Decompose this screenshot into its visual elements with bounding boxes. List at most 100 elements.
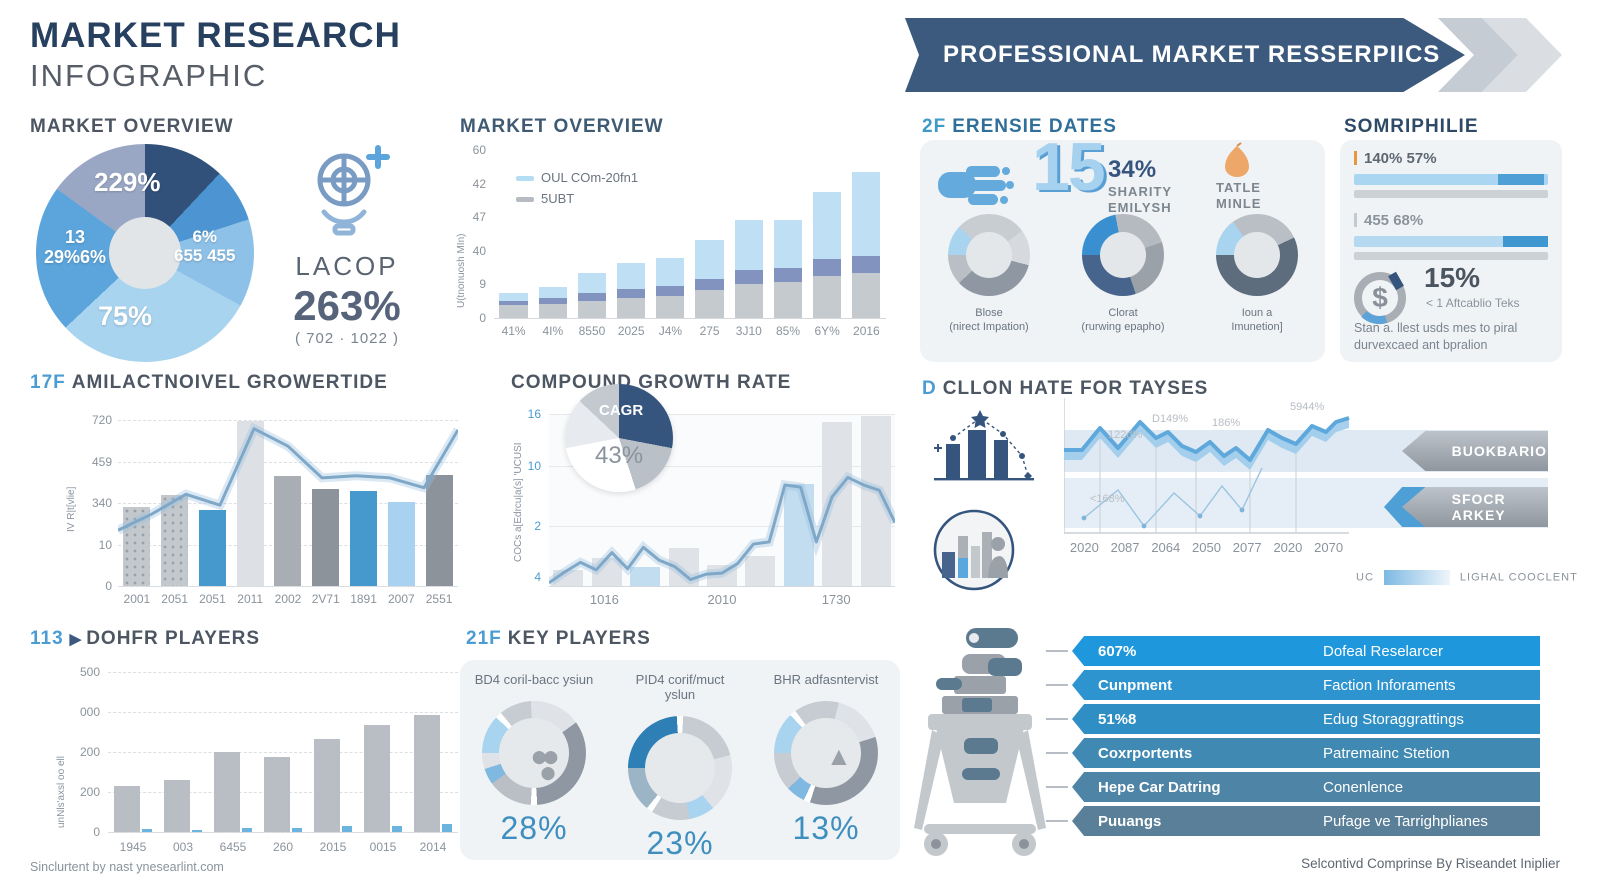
gauge-label: PID4 corif/muct yslun [635,672,725,702]
y-tick: 0 [93,825,100,839]
bar-segment [577,273,607,293]
donut-chart [1082,214,1164,296]
cart-row: Hepe Car Datring Conenlence [1072,772,1540,802]
ferensie-panel: 15 34% SHARITY EMILYSH TATLE MINLE Blose (n… [920,129,1325,362]
cagr-value: 43% [595,442,644,469]
bar-segment [499,305,528,318]
x-tick: 2016 [853,324,880,338]
bar-segment [812,276,842,318]
x-tick: 6Y% [814,324,840,338]
x-tick: 2051 [199,592,226,606]
bar [142,829,152,832]
cart-row-right: Dofeal Reselarcer [1323,642,1444,660]
gridline [108,752,458,753]
bar-group [364,724,402,832]
bar [783,483,814,586]
x-tick: 2002 [274,592,302,606]
bar [236,421,264,586]
bar-group [264,756,302,832]
x-tick: 003 [172,840,194,854]
som-stat-1-label: 140% 57% [1364,150,1437,167]
bar-segment [734,284,763,318]
stacked-bar [533,150,572,318]
x-tick: 2014 [419,840,447,854]
som-progress-2-shadow [1354,252,1548,260]
gray-tick-icon [1354,213,1357,227]
page-title: MARKET RESEARCH [30,16,401,55]
bar [414,715,440,832]
bar-segment [538,287,567,299]
compound-title: COMPOUND GROWTH RATE [511,372,792,393]
bar [442,823,452,832]
growertide-number: 17F [30,372,66,393]
cart-row-left: Cunpment [1098,676,1173,694]
y-tick: 720 [91,413,112,427]
x-tick: 2011 [237,592,264,606]
bar [630,566,661,586]
cagr-label: CAGR [599,402,644,419]
bar [342,825,352,832]
donut-chart [774,701,878,805]
gauge-value: 28% [500,810,568,846]
y-tick: 459 [91,454,112,469]
tayses-legend-label: LIGHAL COOCLENT [1459,571,1578,584]
cart-row-left: Puuangs [1098,812,1162,830]
dohfr-title: 113 ▶ DOHFR PLAYERS [30,628,260,650]
tayses-title: D CLLON HATE FOR TAYSES [922,378,1208,400]
cart-row-left: 51%8 [1098,710,1137,728]
donut-chart [1216,214,1298,296]
big-number: 15 [1032,129,1106,205]
cart-row-left: Coxrportents [1098,744,1193,762]
bar-segment [734,220,763,271]
bar [274,475,302,586]
som-progress-1 [1354,174,1548,185]
ferensie-donut-item: Blose (nirect Impation) [944,214,1034,335]
stacked-bar [847,150,886,318]
y-tick: 10 [98,537,112,552]
tayses-legend: UC LIGHAL COOCLENT [1356,570,1578,585]
bar [425,474,453,586]
market-overview-stacked-chart: MARKET OVERVIEW U(tnonuosh MIn) 60 42 47 40… [450,108,898,360]
bar-segment [617,263,646,289]
bar [242,827,252,832]
x-tick: 2064 [1151,540,1181,555]
cart-row: Cunpment Faction Inforaments [1072,670,1540,700]
som-stat-2: 455 68% [1354,212,1423,230]
x-tick: 260 [272,840,294,854]
ferensie-donut-item: Clorat (rurwing epapho) [1078,214,1168,335]
donut-chart [628,716,732,820]
orange-tick-icon [1354,151,1357,165]
bar [198,509,226,586]
buokbario-arrow: BUOKBARIO [1402,431,1548,471]
bar-segment [617,298,646,318]
x-tick: 2001 [123,592,151,606]
cart-row: Puuangs Pufage ve Tarrighplianes [1072,806,1540,836]
y-tick: 200 [79,745,100,759]
bar-segment [695,290,724,318]
gridline [108,832,458,833]
footer-left: Sinclurtent by nast ynesearlint.com [30,860,224,874]
bar-segment [773,220,802,268]
x-tick: 2V71 [311,592,340,606]
x-tick: 85% [775,324,800,338]
bar-segment [812,192,842,260]
bar [591,558,622,586]
pie-center-hole [109,217,181,289]
gridline [118,461,458,463]
som-pct: 15% [1424,262,1481,293]
progress-segment [1503,236,1548,247]
bar [312,488,340,586]
bar-segment [499,301,528,306]
x-tick: 2051 [161,592,188,606]
cart-row-right: Faction Inforaments [1323,676,1456,694]
bar-segment [695,278,724,290]
footer-right: Selcontivd Comprinse By Riseandet Inipli… [1301,856,1560,871]
bar [114,785,140,832]
gauge-item: BD4 coril-bacc ysiun ⬤⬤ ⬤ 28% [474,672,594,847]
stat-range: ( 702 · 1022 ) [294,330,400,347]
banner-title: PROFESSIONAL MARKET RESSERPIICS [943,41,1441,68]
x-tick: 41% [501,324,526,338]
sfocr-arkey-arrow: SFOCR ARKEY [1402,487,1548,527]
donut-caption: Blose (nirect Impation) [949,307,1029,333]
